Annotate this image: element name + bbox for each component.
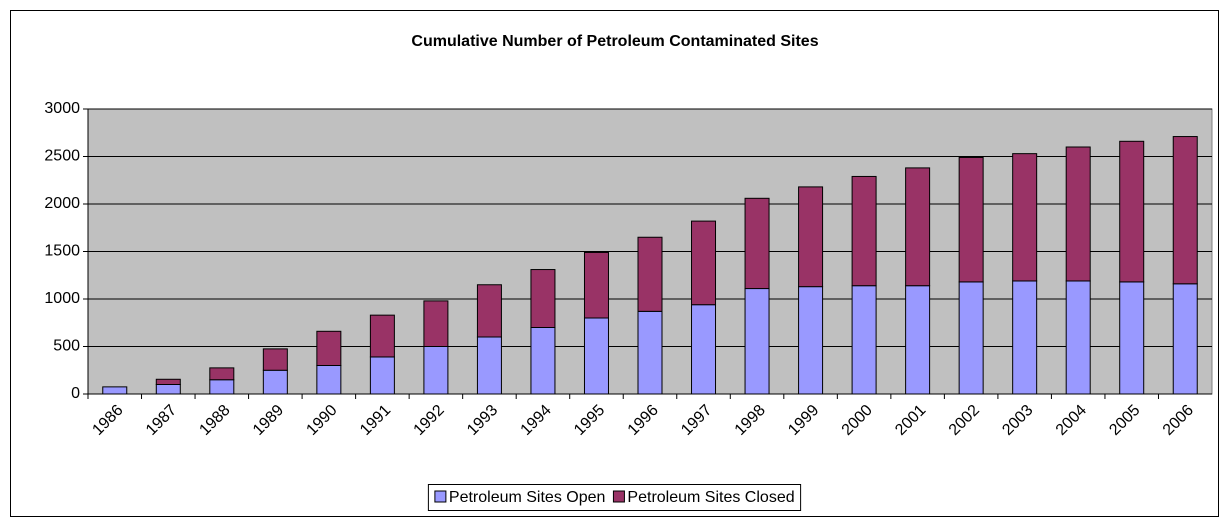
- bar: [262, 348, 288, 371]
- bar: [691, 304, 717, 395]
- bar: [530, 269, 556, 328]
- legend: Petroleum Sites Open Petroleum Sites Clos…: [427, 484, 802, 511]
- bar: [744, 288, 770, 395]
- bar: [798, 286, 824, 395]
- bar: [1119, 281, 1145, 395]
- y-tick-label: 1500: [44, 243, 80, 260]
- bar: [369, 314, 395, 358]
- y-tick-label: 0: [71, 385, 80, 402]
- bar: [851, 285, 877, 395]
- legend-swatch: [612, 490, 625, 503]
- bar: [1012, 280, 1038, 395]
- bar: [316, 330, 342, 366]
- bar: [798, 186, 824, 288]
- bar: [369, 356, 395, 395]
- y-tick-label: 500: [53, 338, 80, 355]
- bar: [744, 197, 770, 290]
- bar: [209, 367, 235, 381]
- legend-label: Petroleum Sites Closed: [627, 489, 794, 506]
- bar: [1012, 153, 1038, 282]
- bar: [905, 167, 931, 287]
- bar: [1119, 140, 1145, 283]
- bar: [530, 327, 556, 395]
- bar: [583, 251, 609, 319]
- bar: [1065, 146, 1091, 282]
- bar: [583, 317, 609, 395]
- y-tick-label: 3000: [44, 100, 80, 117]
- bar: [637, 310, 663, 395]
- bar: [476, 336, 502, 395]
- bar: [102, 386, 128, 395]
- bar: [1172, 283, 1198, 395]
- y-tick-label: 2000: [44, 195, 80, 212]
- y-tick-label: 1000: [44, 290, 80, 307]
- legend-label: Petroleum Sites Open: [449, 489, 606, 506]
- bar: [958, 156, 984, 283]
- bar: [155, 384, 181, 395]
- bar: [209, 379, 235, 395]
- bar: [1065, 280, 1091, 395]
- bar: [316, 365, 342, 395]
- bar: [905, 285, 931, 395]
- bar: [155, 378, 181, 385]
- bar: [958, 281, 984, 395]
- bar: [851, 175, 877, 287]
- bar: [1172, 136, 1198, 285]
- bar: [691, 220, 717, 306]
- bar: [423, 346, 449, 395]
- bar: [476, 284, 502, 338]
- bar: [262, 369, 288, 395]
- legend-swatch: [434, 490, 447, 503]
- chart-title: Cumulative Number of Petroleum Contamina…: [411, 33, 818, 50]
- bar: [423, 300, 449, 347]
- bar: [637, 236, 663, 312]
- y-tick-label: 2500: [44, 148, 80, 165]
